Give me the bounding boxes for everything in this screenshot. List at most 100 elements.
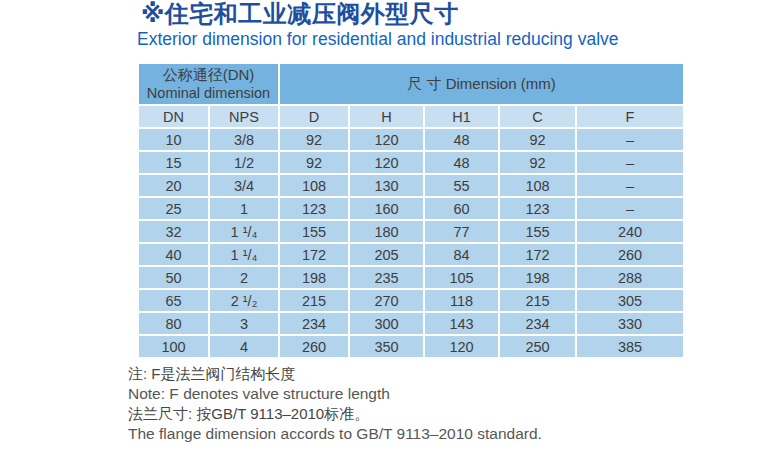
table-cell: 235 [350, 267, 423, 288]
table-cell: 80 [139, 313, 208, 334]
table-cell: 198 [280, 267, 348, 288]
column-header-d: D [280, 106, 348, 127]
table-cell: 2 ¹/₂ [210, 290, 278, 311]
nominal-dimension-label-en: Nominal dimension [139, 84, 278, 102]
table-cell: 240 [577, 221, 683, 242]
table-cell: 330 [577, 313, 683, 334]
table-cell: 250 [500, 336, 575, 357]
table-cell: 10 [139, 129, 208, 150]
table-cell: 40 [139, 244, 208, 265]
nominal-dimension-header: 公称通径(DN) Nominal dimension [139, 64, 278, 104]
table-cell: 234 [280, 313, 348, 334]
table-cell: 108 [280, 175, 348, 196]
table-cell: 160 [350, 198, 423, 219]
table-cell: 92 [500, 129, 575, 150]
column-header-nps: NPS [210, 106, 278, 127]
table-cell: 77 [425, 221, 498, 242]
dimension-table-body: 10 3/8 92 120 48 92 – 15 1/2 92 120 48 9… [139, 129, 683, 357]
table-cell: 60 [425, 198, 498, 219]
footnotes: 注: F是法兰阀门结构长度 Note: F denotes valve stru… [128, 364, 542, 444]
table-cell: 15 [139, 152, 208, 173]
column-header-row: DN NPS D H H1 C F [139, 106, 683, 127]
table-cell: 48 [425, 129, 498, 150]
table-cell: 260 [577, 244, 683, 265]
table-row: 10 3/8 92 120 48 92 – [139, 129, 683, 150]
table-cell: 120 [425, 336, 498, 357]
table-cell: 25 [139, 198, 208, 219]
nominal-dimension-label-cn: 公称通径(DN) [139, 66, 278, 84]
table-row: 65 2 ¹/₂ 215 270 118 215 305 [139, 290, 683, 311]
table-cell: 234 [500, 313, 575, 334]
table-row: 50 2 198 235 105 198 288 [139, 267, 683, 288]
table-cell: 2 [210, 267, 278, 288]
table-row: 80 3 234 300 143 234 330 [139, 313, 683, 334]
note-cn: 注: F是法兰阀门结构长度 [128, 364, 542, 384]
dimension-table: 公称通径(DN) Nominal dimension 尺 寸 Dimension… [137, 62, 685, 359]
flange-note-en: The flange dimension accords to GB/T 911… [128, 424, 542, 444]
table-cell: 55 [425, 175, 498, 196]
table-cell: – [577, 129, 683, 150]
table-row: 25 1 123 160 60 123 – [139, 198, 683, 219]
table-cell: 350 [350, 336, 423, 357]
table-row: 20 3/4 108 130 55 108 – [139, 175, 683, 196]
table-cell: 288 [577, 267, 683, 288]
flange-note-cn: 法兰尺寸: 按GB/T 9113–2010标准。 [128, 404, 542, 424]
table-cell: 205 [350, 244, 423, 265]
table-cell: 3 [210, 313, 278, 334]
table-cell: 1/2 [210, 152, 278, 173]
table-cell: – [577, 198, 683, 219]
table-row: 15 1/2 92 120 48 92 – [139, 152, 683, 173]
column-header-dn: DN [139, 106, 208, 127]
table-cell: 270 [350, 290, 423, 311]
table-cell: 385 [577, 336, 683, 357]
table-cell: 105 [425, 267, 498, 288]
table-cell: 1 ¹/₄ [210, 244, 278, 265]
table-cell: 1 ¹/₄ [210, 221, 278, 242]
column-header-h1: H1 [425, 106, 498, 127]
table-cell: 155 [500, 221, 575, 242]
table-cell: 108 [500, 175, 575, 196]
column-header-f: F [577, 106, 683, 127]
table-cell: 305 [577, 290, 683, 311]
table-cell: – [577, 152, 683, 173]
page-subtitle: Exterior dimension for residential and i… [137, 28, 619, 50]
table-cell: 172 [280, 244, 348, 265]
table-cell: 180 [350, 221, 423, 242]
table-cell: 260 [280, 336, 348, 357]
column-header-h: H [350, 106, 423, 127]
table-cell: 123 [500, 198, 575, 219]
table-cell: 4 [210, 336, 278, 357]
spec-sheet-page: ※住宅和工业减压阀外型尺寸 Exterior dimension for res… [0, 0, 778, 460]
table-cell: – [577, 175, 683, 196]
group-header-row: 公称通径(DN) Nominal dimension 尺 寸 Dimension… [139, 64, 683, 104]
table-row: 32 1 ¹/₄ 155 180 77 155 240 [139, 221, 683, 242]
table-cell: 300 [350, 313, 423, 334]
table-cell: 3/8 [210, 129, 278, 150]
table-row: 40 1 ¹/₄ 172 205 84 172 260 [139, 244, 683, 265]
table-row: 100 4 260 350 120 250 385 [139, 336, 683, 357]
table-cell: 65 [139, 290, 208, 311]
table-cell: 143 [425, 313, 498, 334]
page-title: ※住宅和工业减压阀外型尺寸 [141, 0, 459, 28]
table-cell: 198 [500, 267, 575, 288]
dimension-mm-header: 尺 寸 Dimension (mm) [280, 64, 683, 104]
column-header-c: C [500, 106, 575, 127]
table-cell: 3/4 [210, 175, 278, 196]
table-cell: 32 [139, 221, 208, 242]
table-cell: 48 [425, 152, 498, 173]
table-cell: 215 [280, 290, 348, 311]
table-cell: 118 [425, 290, 498, 311]
table-cell: 120 [350, 152, 423, 173]
table-cell: 120 [350, 129, 423, 150]
table-cell: 92 [500, 152, 575, 173]
table-cell: 172 [500, 244, 575, 265]
table-cell: 100 [139, 336, 208, 357]
table-cell: 155 [280, 221, 348, 242]
note-en: Note: F denotes valve structure length [128, 384, 542, 404]
table-cell: 92 [280, 152, 348, 173]
table-cell: 1 [210, 198, 278, 219]
table-cell: 215 [500, 290, 575, 311]
table-cell: 130 [350, 175, 423, 196]
table-cell: 92 [280, 129, 348, 150]
table-cell: 84 [425, 244, 498, 265]
